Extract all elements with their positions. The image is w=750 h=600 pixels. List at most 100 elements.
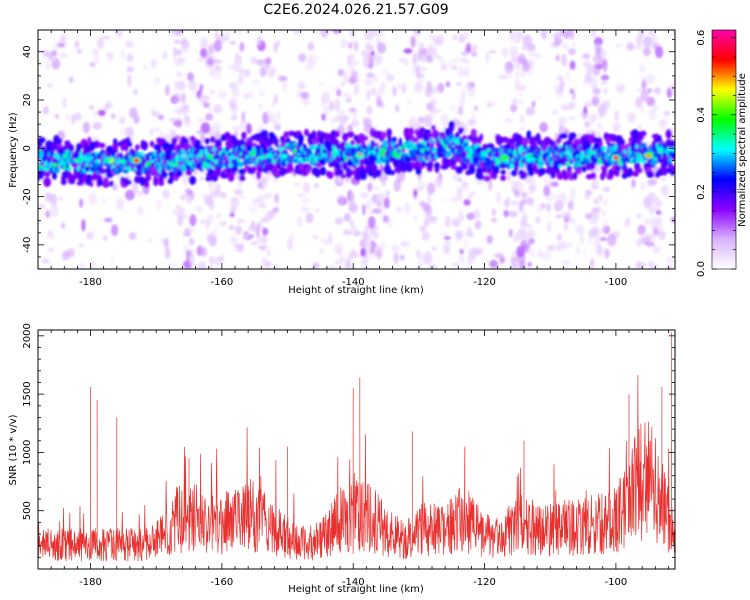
heatmap-cell: [241, 131, 247, 140]
heatmap-cell: [68, 144, 74, 153]
heatmap-cell: [460, 214, 465, 223]
heatmap-cell: [568, 218, 577, 225]
heatmap-cell: [104, 157, 111, 163]
heatmap-cell: [377, 42, 387, 54]
heatmap-cell: [474, 220, 482, 230]
heatmap-cell: [531, 101, 536, 107]
heatmap-cell: [526, 130, 532, 140]
heatmap-cell: [636, 213, 642, 219]
heatmap-cell: [600, 74, 610, 81]
heatmap-cell: [331, 149, 337, 154]
heatmap-cell: [442, 198, 447, 202]
heatmap-cell: [206, 58, 215, 66]
heatmap-cell: [124, 41, 134, 48]
heatmap-cell: [463, 199, 471, 206]
heatmap-cell: [56, 166, 60, 174]
heatmap-cell: [366, 89, 371, 101]
heatmap-cell: [561, 211, 568, 216]
heatmap-cell: [172, 51, 178, 62]
heatmap-cell: [198, 93, 207, 104]
heatmap-cell: [492, 167, 500, 175]
heatmap-cell: [416, 251, 422, 261]
heatmap-cell: [643, 196, 651, 209]
heatmap-cell: [404, 61, 410, 67]
heatmap-cell: [594, 43, 602, 52]
heatmap-cell: [428, 263, 438, 269]
heatmap-cell: [281, 153, 288, 159]
heatmap-cell: [237, 78, 243, 86]
heatmap-cell: [599, 236, 608, 242]
heatmap-cell: [467, 226, 472, 237]
heatmap-cell: [162, 51, 168, 60]
heatmap-cell: [172, 93, 183, 104]
heatmap-cell: [454, 131, 460, 140]
snr-panel: -180 -160 -140 -120 -100 500 1000 1500 2000 Heig…: [8, 323, 676, 595]
heatmap-cell: [393, 179, 401, 192]
heatmap-cell: [508, 210, 518, 218]
heatmap-cell: [672, 208, 675, 214]
spectrogram-panel: -180 -160 -140 -120 -100 -40 -20 0 20 40 Height o…: [8, 29, 676, 296]
heatmap-cell: [569, 100, 575, 110]
heatmap-cell: [584, 213, 593, 220]
heatmap-cell: [510, 30, 515, 42]
heatmap-cell: [334, 217, 344, 225]
heatmap-cell: [341, 81, 346, 87]
heatmap-cell: [449, 197, 460, 202]
heatmap-cell: [460, 51, 469, 56]
heatmap-cell: [155, 199, 163, 211]
heatmap-cell: [258, 155, 264, 160]
heatmap-cell: [287, 130, 296, 137]
heatmap-cell: [248, 91, 253, 99]
heatmap-cell: [173, 30, 181, 37]
heatmap-cell: [266, 153, 271, 158]
heatmap-cell: [188, 228, 196, 233]
heatmap-cell: [417, 43, 425, 47]
heatmap-cell: [522, 61, 530, 72]
heatmap-cell: [428, 33, 434, 38]
heatmap-cell: [276, 163, 281, 170]
heatmap-cell: [335, 168, 344, 176]
heatmap-cell: [314, 168, 321, 178]
heatmap-cell: [46, 234, 56, 239]
heatmap-cell: [412, 54, 417, 66]
heatmap-cell: [231, 97, 239, 102]
heatmap-cell: [201, 246, 207, 257]
heatmap-cell: [346, 131, 355, 138]
heatmap-cell: [199, 84, 204, 92]
heatmap-cell: [591, 99, 597, 105]
heatmap-cell: [366, 72, 375, 78]
heatmap-cell: [647, 179, 658, 186]
heatmap-cell: [112, 183, 118, 191]
heatmap-cell: [650, 159, 658, 166]
heatmap-cell: [78, 243, 85, 248]
heatmap-cell: [528, 237, 535, 245]
heatmap-cell: [401, 83, 406, 94]
heatmap-cell: [249, 201, 258, 214]
heatmap-cell: [237, 179, 243, 188]
heatmap-cell: [506, 196, 511, 207]
heatmap-cell: [600, 81, 608, 85]
heatmap-cell: [600, 48, 607, 60]
heatmap-cell: [350, 140, 355, 146]
heatmap-cell: [638, 30, 646, 37]
heatmap-cell: [99, 142, 106, 149]
heatmap-cell: [642, 143, 647, 148]
heatmap-cell: [364, 225, 371, 231]
heatmap-cell: [158, 114, 164, 120]
heatmap-cell: [141, 140, 149, 151]
heatmap-cell: [375, 87, 384, 100]
heatmap-cell: [427, 182, 436, 195]
heatmap-cell: [427, 193, 431, 202]
heatmap-cell: [380, 131, 387, 139]
heatmap-cell: [189, 214, 197, 227]
heatmap-cell: [274, 169, 280, 177]
heatmap-cell: [178, 108, 188, 115]
heatmap-cell: [519, 114, 526, 124]
heatmap-cell: [386, 169, 393, 175]
heatmap-cell: [113, 30, 124, 37]
heatmap-cell: [277, 147, 284, 152]
heatmap-cell: [43, 177, 52, 188]
heatmap-cell: [517, 53, 526, 65]
heatmap-cell: [153, 175, 159, 185]
heatmap-cell: [596, 205, 602, 214]
